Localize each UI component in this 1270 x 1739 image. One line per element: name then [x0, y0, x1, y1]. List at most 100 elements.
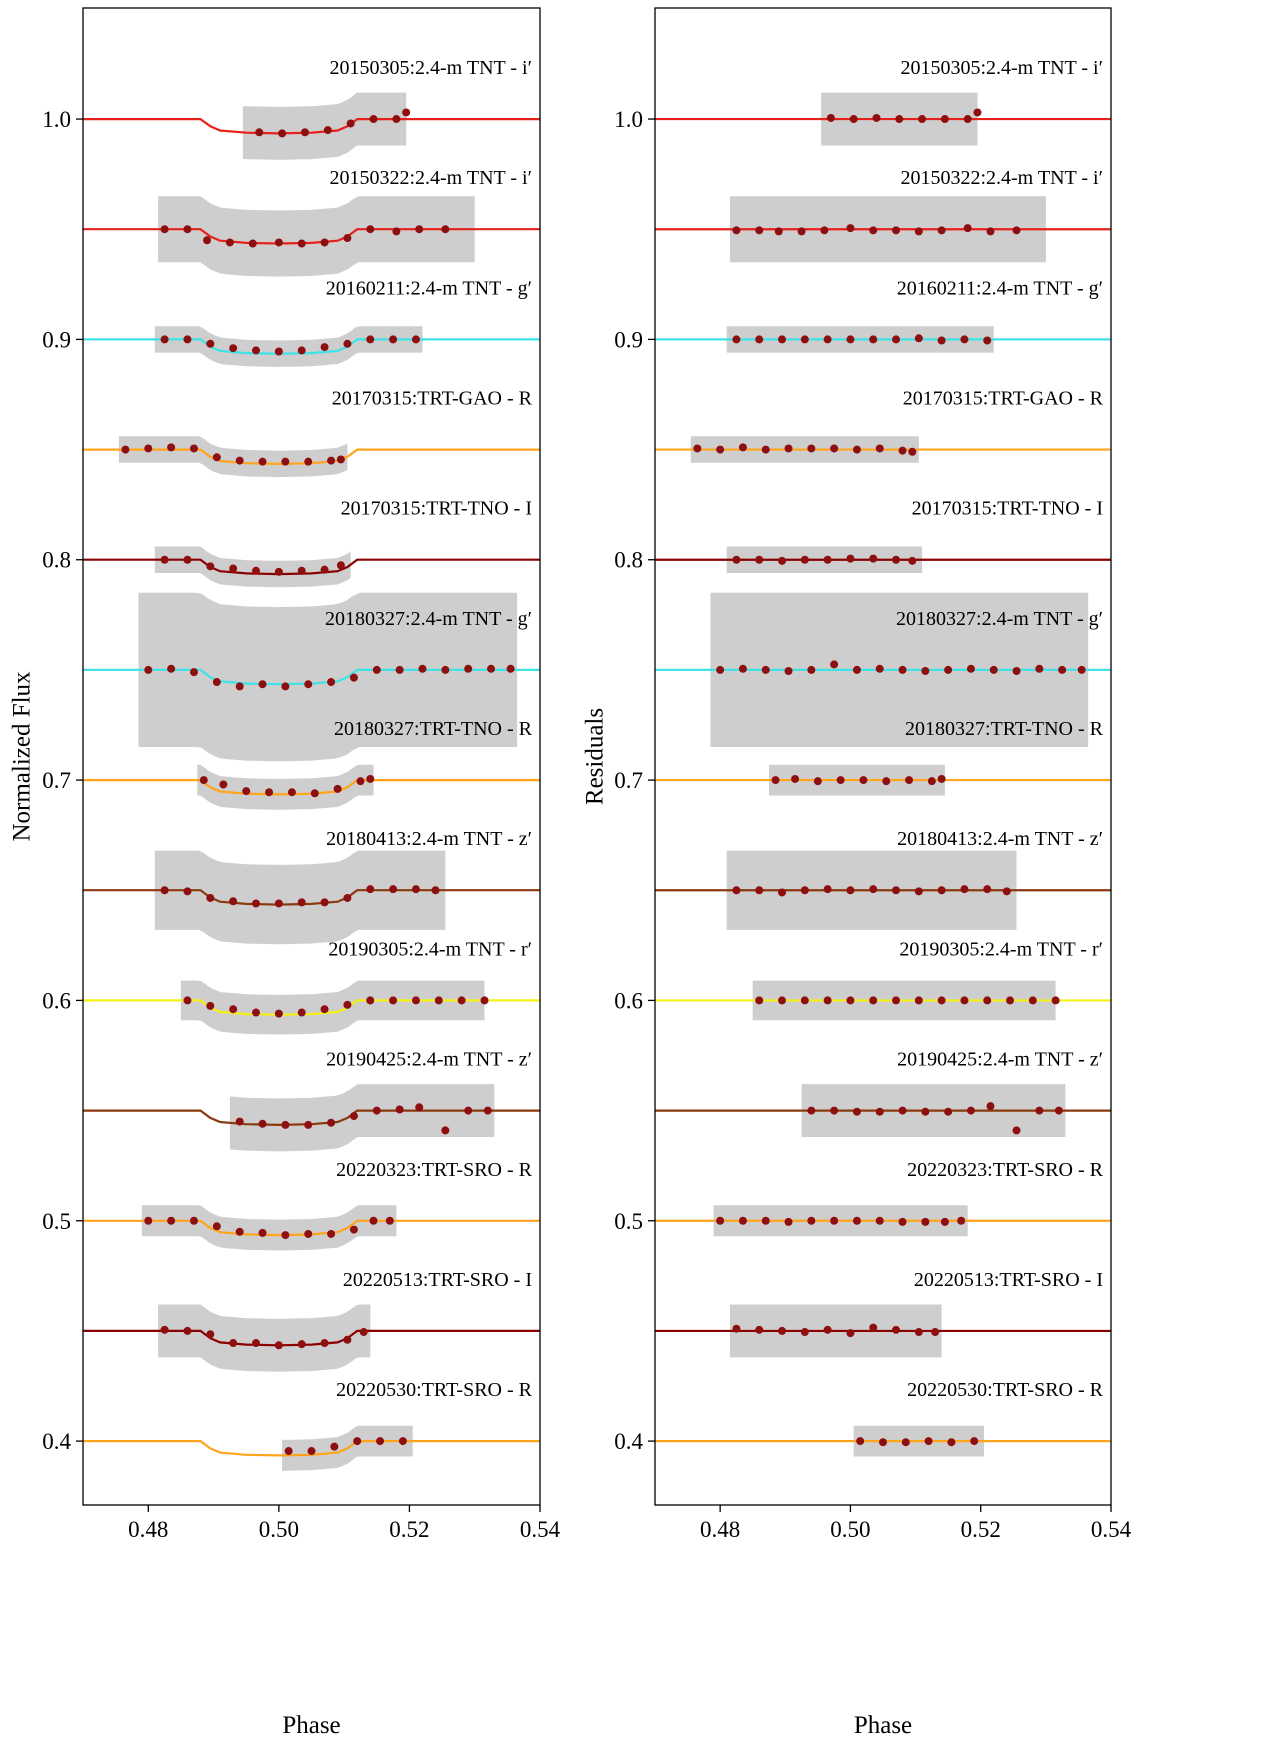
binned-point: [287, 788, 296, 797]
binned-point: [304, 680, 313, 689]
binned-point: [320, 238, 329, 247]
binned-point: [1058, 665, 1067, 674]
binned-point: [189, 668, 198, 677]
binned-point: [755, 226, 764, 235]
y-tick-label: 0.8: [614, 548, 643, 573]
binned-point: [411, 335, 420, 344]
binned-point: [1006, 996, 1015, 1005]
y-tick-label: 0.9: [42, 327, 71, 352]
binned-point: [716, 665, 725, 674]
binned-point: [892, 1325, 901, 1334]
binned-point: [875, 1216, 884, 1225]
dataset-label: 20180413:2.4-m TNT - z′: [326, 828, 532, 850]
binned-point: [346, 119, 355, 128]
dataset-label: 20220513:TRT-SRO - I: [343, 1269, 532, 1291]
binned-point: [937, 774, 946, 783]
binned-point: [778, 556, 787, 565]
binned-point: [235, 456, 244, 465]
binned-point: [376, 1437, 385, 1446]
binned-point: [349, 673, 358, 682]
binned-point: [281, 457, 290, 466]
binned-point: [898, 446, 907, 455]
binned-point: [160, 555, 169, 564]
binned-point: [875, 664, 884, 673]
binned-point: [274, 1009, 283, 1018]
model-line: [83, 1219, 540, 1237]
binned-point: [336, 455, 345, 464]
dataset-label: 20180327:2.4-m TNT - g′: [896, 608, 1103, 630]
binned-point: [846, 886, 855, 895]
binned-point: [1028, 996, 1037, 1005]
binned-point: [206, 1330, 215, 1339]
binned-point: [278, 129, 287, 138]
binned-point: [830, 444, 839, 453]
binned-point: [1035, 1106, 1044, 1115]
dataset-label: 20170315:TRT-GAO - R: [332, 388, 533, 410]
x-tick-label: 0.48: [128, 1517, 168, 1542]
binned-point: [366, 774, 375, 783]
binned-point: [914, 996, 923, 1005]
binned-point: [297, 239, 306, 248]
y-tick-label: 0.5: [42, 1209, 71, 1234]
binned-point: [349, 1112, 358, 1121]
binned-point: [327, 1229, 336, 1238]
binned-point: [963, 115, 972, 124]
binned-point: [415, 225, 424, 234]
binned-point: [281, 1120, 290, 1129]
binned-point: [385, 1216, 394, 1225]
binned-point: [183, 555, 192, 564]
binned-point: [219, 780, 228, 789]
binned-point: [944, 1107, 953, 1116]
binned-point: [206, 1001, 215, 1010]
binned-point: [398, 1437, 407, 1446]
panel: 20150305:2.4-m TNT - i′ 20150322:2.4-m TN…: [9, 7, 561, 1739]
binned-point: [852, 445, 861, 454]
binned-point: [252, 566, 261, 575]
dataset-label: 20160211:2.4-m TNT - g′: [326, 277, 532, 299]
binned-point: [931, 1328, 940, 1337]
binned-point: [248, 239, 257, 248]
binned-point: [879, 1438, 887, 1447]
binned-point: [183, 996, 192, 1005]
binned-point: [761, 665, 770, 674]
binned-point: [901, 1438, 910, 1447]
y-tick-label: 1.0: [42, 107, 71, 132]
dataset-label: 20170315:TRT-GAO - R: [903, 388, 1104, 410]
binned-point: [1054, 1106, 1063, 1115]
binned-point: [830, 1216, 839, 1225]
binned-point: [307, 1447, 316, 1456]
binned-point: [464, 664, 473, 673]
binned-point: [258, 1119, 267, 1128]
binned-point: [807, 665, 816, 674]
y-tick-label: 0.7: [614, 768, 643, 793]
binned-point: [255, 128, 264, 137]
binned-point: [297, 346, 306, 355]
binned-point: [846, 224, 855, 233]
data-scatter: [118, 436, 348, 478]
binned-point: [908, 556, 917, 565]
binned-point: [830, 1106, 839, 1115]
binned-point: [389, 335, 398, 344]
binned-point: [506, 664, 515, 673]
binned-point: [960, 996, 969, 1005]
x-tick-label: 0.50: [259, 1517, 299, 1542]
dataset-label: 20170315:TRT-TNO - I: [912, 498, 1103, 520]
binned-point: [914, 334, 923, 343]
binned-point: [366, 225, 375, 234]
binned-point: [755, 555, 764, 564]
binned-point: [813, 777, 822, 786]
binned-point: [1012, 667, 1021, 676]
binned-point: [411, 996, 420, 1005]
binned-point: [144, 444, 153, 453]
binned-point: [343, 1335, 352, 1344]
binned-point: [274, 347, 283, 356]
binned-point: [875, 444, 884, 453]
binned-point: [320, 343, 329, 352]
binned-point: [395, 1105, 404, 1114]
binned-point: [320, 1339, 329, 1348]
binned-point: [389, 996, 398, 1005]
binned-point: [415, 1103, 424, 1112]
binned-point: [225, 238, 234, 247]
binned-point: [160, 886, 169, 895]
